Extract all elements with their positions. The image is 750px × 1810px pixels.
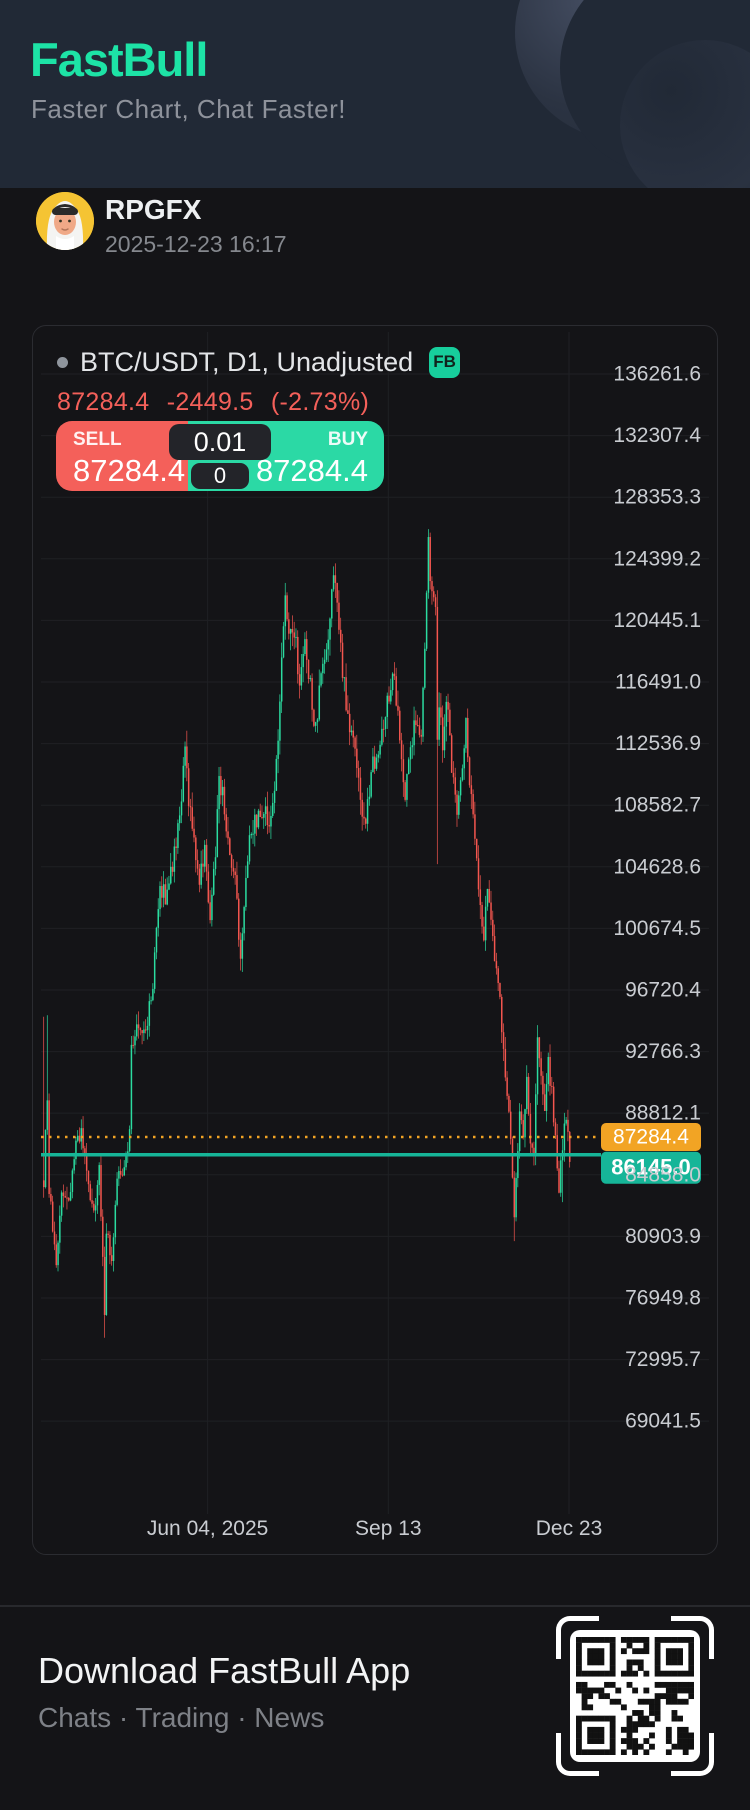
qr-corner-bracket: [556, 1733, 599, 1776]
svg-text:116491.0: 116491.0: [615, 671, 701, 694]
chart-legend: BTC/USDT, D1, Unadjusted FB: [57, 346, 461, 378]
download-app-title: Download FastBull App: [38, 1650, 411, 1691]
symbol-title: BTC/USDT, D1, Unadjusted: [80, 346, 414, 377]
spread-value: 0: [191, 463, 249, 489]
lot-size-stepper[interactable]: 0.01: [169, 424, 271, 460]
sell-label: SELL: [73, 429, 122, 450]
svg-text:112536.9: 112536.9: [615, 732, 701, 755]
svg-text:92766.3: 92766.3: [625, 1040, 701, 1063]
app-header: FastBull Faster Chart, Chat Faster!: [0, 0, 750, 188]
svg-text:100674.5: 100674.5: [613, 917, 701, 940]
svg-text:132307.4: 132307.4: [613, 424, 701, 447]
svg-text:84858.0: 84858.0: [625, 1163, 701, 1186]
candlestick-chart[interactable]: 87284.4 86145.0 136261.6 132307.4 128353.3 12…: [33, 326, 718, 1555]
svg-text:Dec 23: Dec 23: [536, 1517, 603, 1540]
app-tagline: Faster Chart, Chat Faster!: [31, 94, 346, 124]
fastbull-logo: FastBull: [30, 33, 208, 86]
footer-divider: [0, 1605, 750, 1607]
svg-text:120445.1: 120445.1: [613, 609, 701, 632]
svg-text:136261.6: 136261.6: [613, 363, 701, 386]
qr-code: [570, 1630, 700, 1762]
svg-text:96720.4: 96720.4: [625, 979, 701, 1002]
svg-text:76949.8: 76949.8: [625, 1287, 701, 1310]
qr-code-frame: [556, 1616, 714, 1776]
svg-text:69041.5: 69041.5: [625, 1410, 701, 1433]
svg-text:104628.6: 104628.6: [613, 855, 701, 878]
svg-text:88812.1: 88812.1: [625, 1102, 701, 1125]
buy-label: BUY: [327, 429, 368, 450]
order-widget: SELL 87284.4 BUY 87284.4 0.01 0: [56, 421, 384, 491]
svg-text:Jun 04, 2025: Jun 04, 2025: [147, 1517, 268, 1540]
svg-text:108582.7: 108582.7: [613, 794, 701, 817]
app-features-subtitle: Chats · Trading · News: [38, 1702, 325, 1733]
svg-text:87284.4: 87284.4: [613, 1126, 689, 1149]
svg-text:72995.7: 72995.7: [625, 1348, 701, 1371]
sell-price: 87284.4: [73, 453, 186, 488]
svg-text:86145.0: 86145.0: [611, 1155, 691, 1180]
status-dot-icon: [57, 356, 68, 368]
qr-code-pattern: [576, 1637, 694, 1755]
svg-text:Sep 13: Sep 13: [355, 1517, 422, 1540]
user-name: RPGFX: [105, 194, 202, 225]
fastbull-badge-icon: FB: [429, 346, 461, 378]
chart-panel: 87284.4 86145.0 136261.6 132307.4 128353.3 12…: [32, 325, 718, 1555]
svg-text:80903.9: 80903.9: [625, 1225, 701, 1248]
qr-corner-bracket: [671, 1733, 714, 1776]
qr-corner-bracket: [671, 1616, 714, 1659]
quote-row: 87284.4 -2449.5 (-2.73%): [57, 388, 379, 417]
svg-text:124399.2: 124399.2: [613, 547, 701, 570]
svg-text:128353.3: 128353.3: [613, 486, 701, 509]
qr-corner-bracket: [556, 1616, 599, 1659]
avatar: [36, 192, 94, 250]
price-change-pct: (-2.73%): [270, 388, 370, 416]
buy-price: 87284.4: [255, 453, 368, 488]
price-change: -2449.5: [166, 388, 254, 416]
share-timestamp: 2025-12-23 16:17: [105, 231, 287, 257]
last-price: 87284.4: [57, 388, 150, 416]
avatar-illustration: [36, 192, 94, 250]
